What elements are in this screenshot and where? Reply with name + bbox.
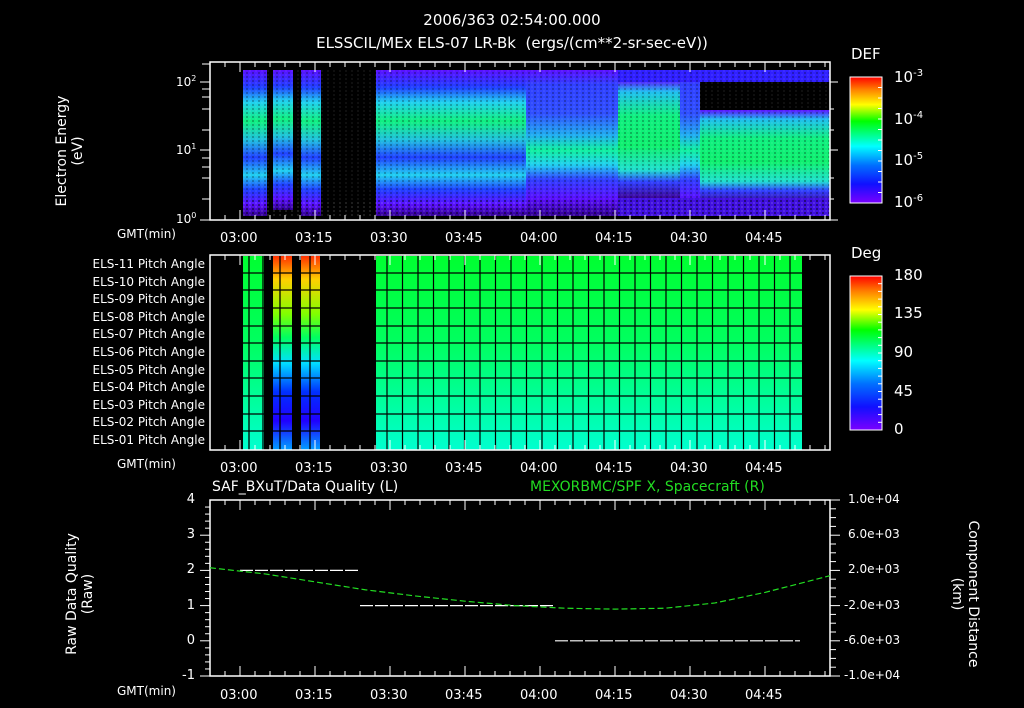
time-tick-label: 03:30	[370, 688, 408, 703]
time-tick-label: 04:45	[745, 688, 783, 703]
pitch-row-label: ELS-11 Pitch Angle	[92, 257, 205, 271]
time-tick-label: 03:00	[220, 231, 258, 246]
def-tick-3: 10-6	[894, 193, 924, 211]
panel1-frame	[209, 61, 831, 221]
def-colorbar-title: DEF	[851, 45, 881, 63]
right-tick-label: 1.0e+04	[848, 492, 900, 506]
colorbar-ticks	[878, 76, 882, 431]
time-tick-label: 03:45	[445, 231, 483, 246]
pitch-row-label: ELS-05 Pitch Angle	[92, 362, 205, 377]
p1-ytick-0: 100	[176, 211, 197, 226]
p1-ytick-2: 102	[176, 74, 197, 89]
plot-timestamp: 2006/363 02:54:00.000	[423, 11, 601, 29]
time-tick-label: 04:45	[745, 231, 783, 246]
deg-tick-0: 0	[894, 420, 904, 438]
time-tick-label: 03:15	[295, 461, 333, 476]
p2-time-axis-label: GMT(min)	[117, 457, 176, 471]
panel3-frame	[209, 499, 831, 677]
panel3-right-ticks	[830, 499, 840, 677]
panel3-left-ticks	[200, 506, 210, 677]
right-tick-label: -6.0e+03	[844, 632, 901, 647]
right-tick-label: 6.0e+03	[848, 527, 900, 542]
right-tick-label: -2.0e+03	[844, 597, 901, 612]
panel1-yticks	[200, 63, 838, 221]
right-tick-label: 2.0e+03	[848, 562, 900, 577]
deg-tick-45: 45	[894, 382, 914, 400]
time-tick-label: 03:00	[220, 461, 258, 476]
panel3-right-ylabel: Component Distance (km)	[949, 494, 981, 694]
time-tick-label: 04:45	[745, 461, 783, 476]
plot-title: ELSSCIL/MEx ELS-07 LR-Bk (ergs/(cm**2-sr…	[316, 34, 708, 52]
pitch-row-label: ELS-04 Pitch Angle	[92, 380, 205, 395]
time-tick-label: 03:15	[295, 231, 333, 246]
p3-time-axis-label: GMT(min)	[117, 684, 176, 698]
spectrogram-data	[243, 70, 830, 216]
deg-tick-135: 135	[894, 304, 923, 322]
pitch-row-label: ELS-02 Pitch Angle	[92, 415, 205, 430]
deg-tick-180: 180	[894, 266, 923, 284]
deg-tick-90: 90	[894, 343, 914, 361]
def-tick-2: 10-5	[894, 151, 924, 169]
pitch-row-label: ELS-09 Pitch Angle	[92, 292, 205, 307]
panel2-frame	[209, 254, 831, 451]
left-tick-label: -1	[182, 668, 195, 683]
pitch-row-label: ELS-06 Pitch Angle	[92, 345, 205, 359]
time-tick-label: 04:30	[670, 688, 708, 703]
pitch-row-label: ELS-10 Pitch Angle	[92, 274, 205, 289]
def-colorbar	[849, 76, 883, 204]
def-tick-0: 10-3	[894, 68, 924, 86]
time-tick-label: 03:30	[370, 231, 408, 246]
pitch-row-label: ELS-03 Pitch Angle	[92, 397, 205, 412]
panel3-left-title: SAF_BXuT/Data Quality (L)	[212, 479, 399, 495]
time-axis-ticks	[209, 62, 826, 676]
time-tick-label: 04:15	[595, 688, 633, 703]
time-tick-label: 04:00	[520, 461, 558, 476]
time-tick-label: 04:30	[670, 231, 708, 246]
left-tick-label: 1	[186, 597, 195, 613]
p1-ytick-1: 101	[176, 142, 197, 157]
panel3-left-ylabel: Raw Data Quality (Raw)	[64, 514, 96, 674]
pitch-row-label: ELS-07 Pitch Angle	[92, 327, 205, 342]
right-tick-label: -1.0e+04	[844, 668, 901, 682]
pitch-grid	[243, 256, 802, 450]
time-tick-label: 04:00	[520, 231, 558, 246]
panel3-right-title: MEXORBMC/SPF X, Spacecraft (R)	[530, 479, 765, 495]
pitch-row-label: ELS-01 Pitch Angle	[92, 433, 205, 447]
time-tick-label: 03:45	[445, 688, 483, 703]
spf-x-series	[209, 567, 831, 610]
time-tick-label: 04:30	[670, 461, 708, 476]
ylabel-left-line1: Raw Data Quality	[64, 533, 80, 655]
left-tick-label: 4	[186, 492, 195, 507]
time-tick-label: 03:45	[445, 461, 483, 476]
time-tick-label: 03:30	[370, 461, 408, 476]
left-tick-label: 3	[186, 527, 195, 543]
deg-colorbar-title: Deg	[851, 244, 882, 262]
time-tick-label: 03:15	[295, 688, 333, 703]
p1-time-axis-label: GMT(min)	[117, 227, 176, 241]
time-tick-label: 04:15	[595, 231, 633, 246]
pitch-row-label: ELS-08 Pitch Angle	[92, 309, 205, 324]
ylabel-right-line2: (km)	[949, 577, 965, 611]
pitch-vertical-grid	[386, 256, 791, 450]
time-tick-label: 04:15	[595, 461, 633, 476]
time-tick-label: 03:00	[220, 688, 258, 703]
data-quality-series	[240, 569, 800, 642]
pitch-angle-data	[243, 256, 802, 450]
left-tick-label: 2	[186, 562, 195, 578]
def-tick-1: 10-4	[894, 110, 924, 128]
left-tick-label: 0	[186, 632, 195, 648]
time-tick-label: 04:00	[520, 688, 558, 703]
ylabel-left-line2: (Raw)	[80, 573, 96, 615]
ylabel-right-line1: Component Distance	[965, 520, 981, 668]
deg-colorbar	[849, 275, 883, 431]
